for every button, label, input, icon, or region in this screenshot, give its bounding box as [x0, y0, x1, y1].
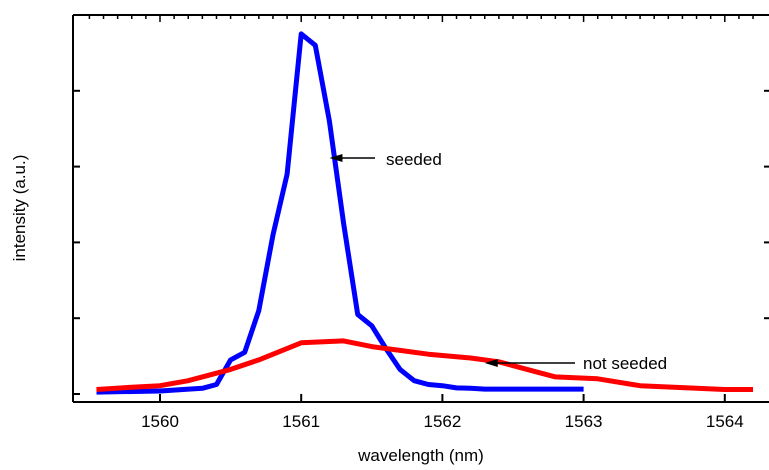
not-seeded-series-line [96, 338, 753, 392]
x-tick-label-3: 1563 [565, 412, 603, 431]
annotation-arrowhead-0 [329, 154, 343, 162]
x-axis-label: wavelength (nm) [357, 446, 484, 465]
x-tick-label-2: 1562 [423, 412, 461, 431]
annotation-label-1: not seeded [583, 354, 667, 373]
seeded-series-line [96, 31, 584, 395]
right-axis-ticks [764, 89, 769, 320]
x-tick-label-1: 1561 [282, 412, 320, 431]
x-axis-ticks [159, 394, 726, 402]
annotation-arrowhead-1 [484, 359, 498, 367]
plot-frame [72, 14, 769, 403]
left-axis-ticks [73, 14, 80, 395]
x-tick-label-4: 1564 [706, 412, 744, 431]
x-tick-label-0: 1560 [141, 412, 179, 431]
x-axis-tick-labels: 1560 1561 1562 1563 1564 [141, 412, 744, 431]
series-layer [96, 31, 753, 395]
top-axis-minor-ticks [88, 15, 754, 22]
annotation-layer: seeded not seeded [329, 150, 667, 373]
y-axis-label: intensity (a.u.) [10, 155, 29, 262]
annotation-label-0: seeded [386, 150, 442, 169]
